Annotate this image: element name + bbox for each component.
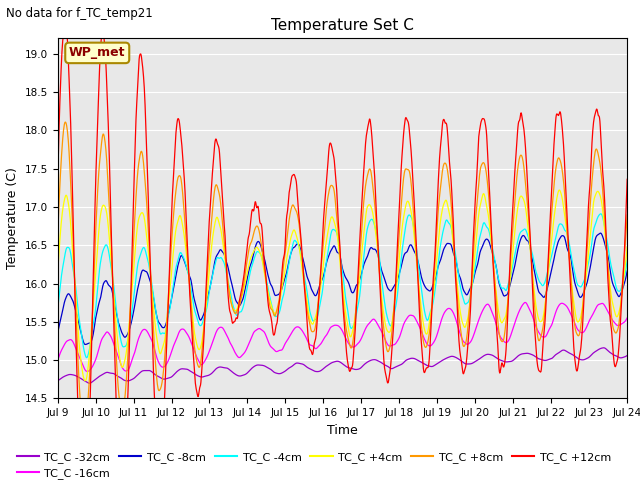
TC_C -16cm [506, 336, 513, 341]
TC_C -16cm [54, 358, 61, 363]
TC_C -4cm [83, 355, 90, 360]
TC_C -4cm [181, 258, 189, 264]
TC_C -4cm [597, 211, 605, 217]
TC_C -8cm [181, 259, 189, 265]
TC_C +12cm [62, 23, 70, 29]
TC_C +8cm [245, 247, 253, 253]
TC_C -32cm [623, 353, 631, 359]
TC_C -16cm [556, 301, 564, 307]
TC_C -8cm [506, 284, 513, 289]
TC_C -16cm [167, 351, 175, 357]
TC_C -8cm [244, 270, 252, 276]
TC_C -8cm [623, 268, 631, 274]
TC_C -32cm [244, 369, 252, 375]
Line: TC_C -16cm: TC_C -16cm [58, 302, 627, 372]
Line: TC_C +12cm: TC_C +12cm [58, 26, 627, 480]
TC_C +12cm [245, 233, 253, 239]
TC_C -8cm [54, 330, 61, 336]
TC_C -32cm [85, 380, 93, 386]
TC_C +8cm [623, 212, 631, 218]
TC_C +4cm [556, 187, 563, 193]
TC_C -16cm [83, 369, 91, 374]
TC_C -32cm [556, 349, 564, 355]
TC_C +4cm [54, 271, 61, 277]
TC_C -4cm [556, 221, 564, 227]
TC_C -4cm [244, 278, 252, 284]
TC_C -4cm [431, 286, 439, 292]
TC_C -8cm [81, 342, 89, 348]
TC_C +8cm [168, 245, 175, 251]
TC_C +4cm [167, 278, 175, 284]
TC_C -8cm [431, 276, 439, 282]
Text: No data for f_TC_temp21: No data for f_TC_temp21 [6, 7, 153, 20]
TC_C +4cm [556, 189, 564, 194]
TC_C +12cm [432, 238, 440, 243]
TC_C +4cm [506, 283, 513, 288]
TC_C +4cm [623, 244, 631, 250]
TC_C +12cm [556, 109, 564, 115]
TC_C -16cm [181, 327, 189, 333]
TC_C +8cm [506, 266, 514, 272]
TC_C +8cm [181, 222, 189, 228]
Y-axis label: Temperature (C): Temperature (C) [6, 168, 19, 269]
X-axis label: Time: Time [327, 424, 358, 437]
Line: TC_C +4cm: TC_C +4cm [58, 190, 627, 381]
TC_C -32cm [431, 362, 439, 368]
TC_C +4cm [244, 264, 252, 270]
TC_C -32cm [167, 374, 175, 380]
TC_C -32cm [506, 359, 513, 364]
TC_C +8cm [556, 158, 564, 164]
TC_C -16cm [521, 300, 529, 305]
TC_C -16cm [623, 315, 631, 321]
Legend: TC_C -32cm, TC_C -16cm, TC_C -8cm, TC_C -4cm, TC_C +4cm, TC_C +8cm, TC_C +12cm: TC_C -32cm, TC_C -16cm, TC_C -8cm, TC_C … [12, 447, 616, 480]
TC_C +12cm [181, 189, 189, 195]
TC_C -8cm [597, 230, 605, 236]
Line: TC_C +8cm: TC_C +8cm [58, 122, 627, 435]
TC_C -32cm [181, 366, 189, 372]
TC_C -4cm [54, 307, 61, 312]
TC_C -32cm [54, 378, 61, 384]
TC_C -4cm [167, 300, 175, 306]
TC_C -8cm [167, 300, 175, 305]
TC_C -16cm [244, 342, 252, 348]
TC_C +8cm [432, 249, 440, 254]
TC_C +4cm [181, 236, 189, 242]
TC_C +12cm [54, 182, 61, 188]
TC_C -4cm [623, 258, 631, 264]
TC_C +8cm [61, 119, 69, 125]
TC_C -4cm [506, 277, 513, 283]
TC_C +8cm [54, 236, 61, 241]
Line: TC_C -4cm: TC_C -4cm [58, 214, 627, 358]
TC_C +12cm [506, 259, 514, 264]
Line: TC_C -8cm: TC_C -8cm [58, 233, 627, 345]
TC_C +4cm [431, 273, 439, 278]
TC_C +4cm [81, 378, 89, 384]
Text: WP_met: WP_met [69, 47, 125, 60]
TC_C +12cm [168, 220, 175, 226]
TC_C +8cm [80, 432, 88, 438]
TC_C -32cm [600, 345, 607, 351]
TC_C -8cm [556, 236, 564, 241]
TC_C +12cm [623, 176, 631, 182]
Line: TC_C -32cm: TC_C -32cm [58, 348, 627, 383]
Title: Temperature Set C: Temperature Set C [271, 18, 414, 33]
TC_C -16cm [431, 336, 439, 342]
